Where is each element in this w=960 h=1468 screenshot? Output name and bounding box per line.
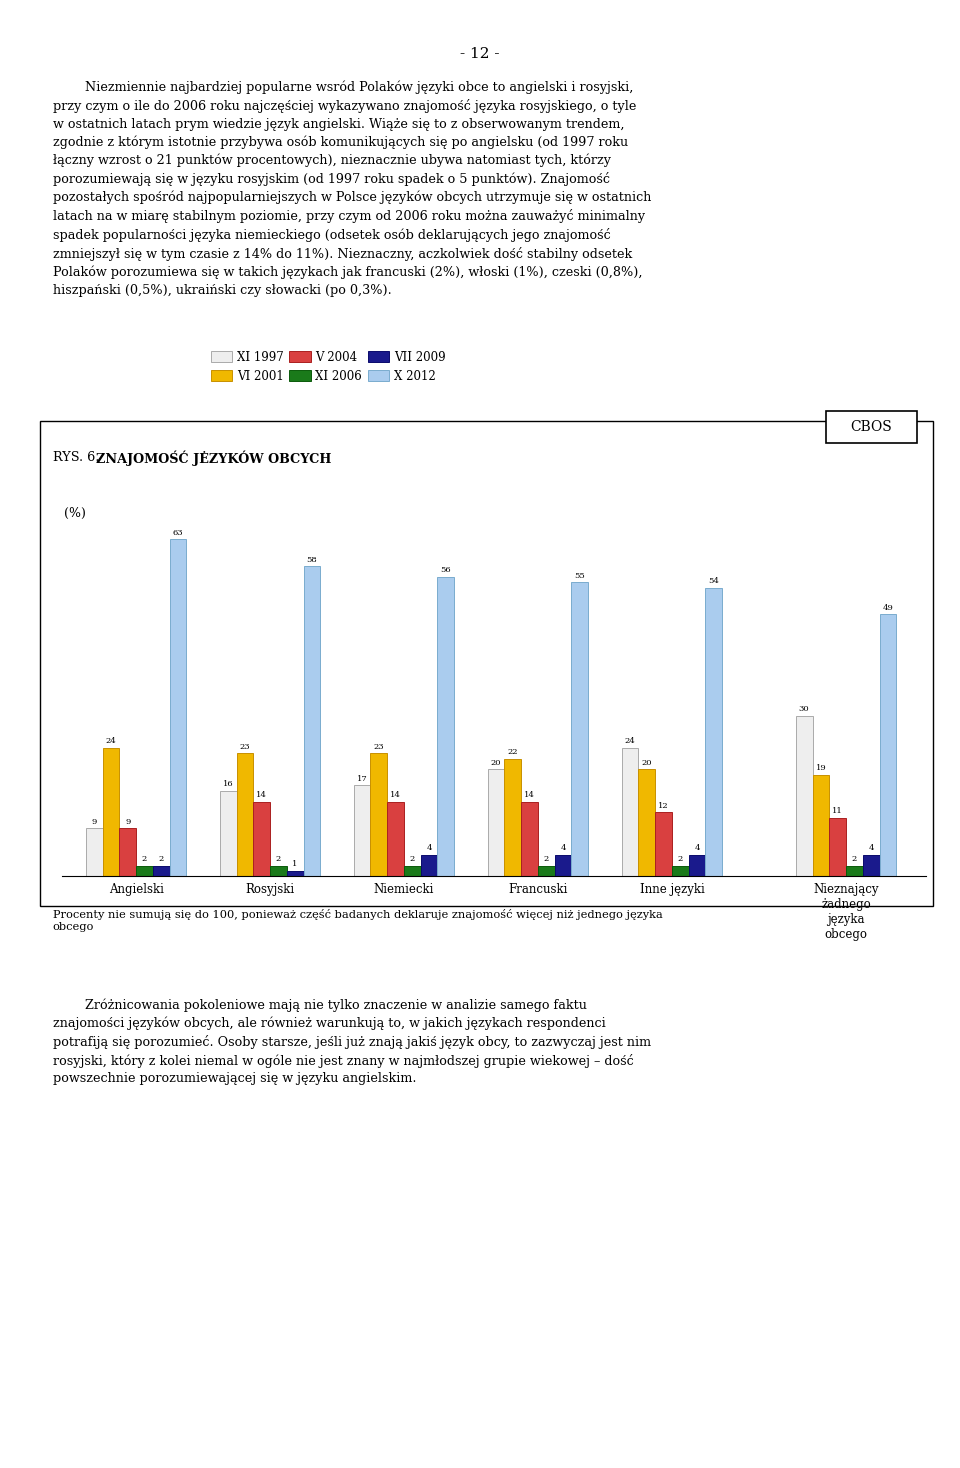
Bar bbox=[638, 769, 655, 876]
Text: 54: 54 bbox=[708, 577, 719, 584]
Text: 4: 4 bbox=[694, 844, 700, 853]
Bar bbox=[846, 866, 863, 876]
Text: 2: 2 bbox=[543, 854, 549, 863]
Text: 23: 23 bbox=[373, 743, 384, 750]
Text: 9: 9 bbox=[125, 818, 131, 825]
Text: 2: 2 bbox=[158, 854, 164, 863]
Text: 2: 2 bbox=[410, 854, 415, 863]
Text: 1: 1 bbox=[293, 860, 298, 869]
Bar bbox=[85, 828, 103, 876]
Bar bbox=[571, 583, 588, 876]
Text: (%): (%) bbox=[63, 508, 85, 520]
Bar bbox=[303, 567, 321, 876]
Bar bbox=[829, 818, 846, 876]
Bar bbox=[521, 802, 538, 876]
Text: 55: 55 bbox=[574, 571, 586, 580]
Text: 24: 24 bbox=[106, 737, 116, 746]
Bar bbox=[796, 716, 812, 876]
Bar bbox=[420, 854, 438, 876]
Bar bbox=[253, 802, 270, 876]
Bar bbox=[812, 775, 829, 876]
Bar bbox=[672, 866, 688, 876]
Text: 2: 2 bbox=[852, 854, 857, 863]
Bar bbox=[220, 791, 236, 876]
Text: Zróżnicowania pokoleniowe mają nie tylko znaczenie w analizie samego faktu
znajo: Zróżnicowania pokoleniowe mają nie tylko… bbox=[53, 998, 651, 1085]
Bar bbox=[387, 802, 404, 876]
Text: 16: 16 bbox=[223, 780, 233, 788]
Bar bbox=[706, 587, 722, 876]
Text: 22: 22 bbox=[508, 749, 518, 756]
Bar bbox=[538, 866, 555, 876]
Text: 24: 24 bbox=[625, 737, 636, 746]
Bar bbox=[287, 871, 303, 876]
Text: 4: 4 bbox=[561, 844, 565, 853]
Bar bbox=[119, 828, 136, 876]
Text: CBOS: CBOS bbox=[851, 420, 892, 435]
Bar bbox=[270, 866, 287, 876]
Bar bbox=[353, 785, 371, 876]
Text: 14: 14 bbox=[256, 791, 267, 799]
Legend: XI 1997, VI 2001, V 2004, XI 2006, VII 2009, X 2012: XI 1997, VI 2001, V 2004, XI 2006, VII 2… bbox=[211, 351, 445, 383]
Bar bbox=[371, 753, 387, 876]
Bar bbox=[622, 749, 638, 876]
Bar bbox=[879, 614, 897, 876]
Bar bbox=[488, 769, 504, 876]
Bar bbox=[153, 866, 170, 876]
Text: 2: 2 bbox=[142, 854, 147, 863]
Text: 11: 11 bbox=[832, 807, 843, 815]
Bar bbox=[504, 759, 521, 876]
Text: RYS. 6.: RYS. 6. bbox=[53, 451, 106, 464]
Bar bbox=[863, 854, 879, 876]
Text: 17: 17 bbox=[357, 775, 368, 782]
Bar bbox=[655, 812, 672, 876]
Bar bbox=[688, 854, 706, 876]
Text: 49: 49 bbox=[882, 603, 894, 612]
Text: 2: 2 bbox=[678, 854, 683, 863]
Bar bbox=[236, 753, 253, 876]
Text: Procenty nie sumują się do 100, ponieważ część badanych deklaruje znajomość więc: Procenty nie sumują się do 100, ponieważ… bbox=[53, 909, 662, 932]
Bar bbox=[170, 540, 186, 876]
Text: 14: 14 bbox=[390, 791, 401, 799]
Text: 9: 9 bbox=[91, 818, 97, 825]
Text: 30: 30 bbox=[799, 705, 809, 713]
Text: 19: 19 bbox=[816, 765, 827, 772]
Text: 14: 14 bbox=[524, 791, 535, 799]
Text: - 12 -: - 12 - bbox=[460, 47, 500, 62]
Text: 2: 2 bbox=[276, 854, 281, 863]
Text: 56: 56 bbox=[441, 567, 451, 574]
Bar bbox=[103, 749, 119, 876]
Bar bbox=[555, 854, 571, 876]
Bar bbox=[404, 866, 420, 876]
Text: ZNAJOMOŚĆ JĖZYKÓW OBCYCH: ZNAJOMOŚĆ JĖZYKÓW OBCYCH bbox=[96, 451, 331, 467]
Text: 4: 4 bbox=[426, 844, 432, 853]
Text: 20: 20 bbox=[641, 759, 652, 766]
Bar bbox=[438, 577, 454, 876]
Text: 4: 4 bbox=[869, 844, 874, 853]
Text: 63: 63 bbox=[173, 528, 183, 537]
Text: 12: 12 bbox=[659, 802, 669, 809]
Text: 20: 20 bbox=[491, 759, 501, 766]
Text: Niezmiennie najbardziej popularne wsród Polaków języki obce to angielski i rosyj: Niezmiennie najbardziej popularne wsród … bbox=[53, 81, 651, 297]
Bar bbox=[136, 866, 153, 876]
Text: 23: 23 bbox=[240, 743, 251, 750]
Text: 58: 58 bbox=[306, 555, 317, 564]
